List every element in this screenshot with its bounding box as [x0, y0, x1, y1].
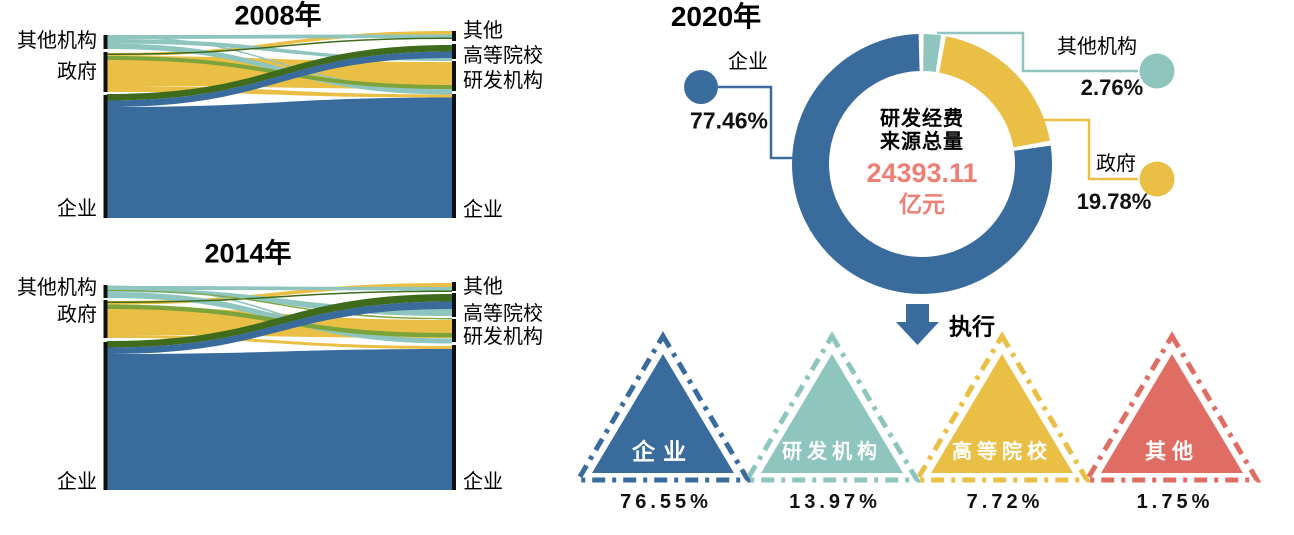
sankey-flow: [107, 97, 452, 218]
triangle-研发机构: [742, 331, 922, 483]
donut-center-line2: 来源总量: [880, 131, 964, 153]
sankey-node-bar: [452, 94, 456, 218]
triangle-university-label: 高等院校: [952, 441, 1052, 463]
triangle-university-pct: 7.72%: [966, 491, 1044, 513]
callout-other-org-pct: 2.76%: [1080, 75, 1144, 100]
sankey-flow: [107, 349, 452, 490]
sankey-node-bar: [103, 52, 108, 92]
down-arrow-icon: [896, 304, 939, 345]
triangle-dashed-outline: [912, 331, 1092, 483]
bullet-government: [1139, 161, 1175, 197]
sankey-flow: [107, 31, 452, 56]
triangle-高等院校: [912, 331, 1092, 483]
sankey-flow: [107, 290, 452, 303]
execution-triangles: [573, 331, 1262, 483]
sankey-node-bar: [103, 300, 108, 338]
bullet-other-org: [1139, 53, 1175, 89]
sankey-2008-right-other: 其他: [463, 20, 503, 42]
donut-center-unit: 亿元: [899, 191, 945, 217]
sankey-flow: [107, 45, 452, 101]
sankey-2008-title: 2008年: [234, 0, 322, 31]
sankey-node-bar: [452, 293, 456, 317]
sankey-2008-flows: [107, 31, 452, 218]
donut-callouts: [684, 31, 1175, 197]
triangle-enterprise-pct: 76.55%: [620, 491, 712, 513]
donut-center-text: 研发经费 来源总量 24393.11 亿元: [866, 106, 977, 216]
execute-arrow-label: 执行: [949, 313, 995, 340]
triangle-fill: [1101, 354, 1243, 473]
sankey-flow: [107, 301, 452, 354]
sankey-2008-right-rd-institute: 研发机构: [463, 70, 543, 92]
sankey-2008-right-enterprise: 企业: [463, 199, 503, 221]
sankey-node-bar: [452, 61, 456, 91]
sankey-flow: [107, 34, 452, 39]
donut-title: 2020年: [670, 1, 762, 32]
triangle-other-pct: 1.75%: [1136, 491, 1214, 513]
sankey-2014-left-government: 政府: [57, 304, 97, 326]
sankey-node-bars: [103, 31, 456, 490]
sankey-node-bar: [103, 342, 108, 490]
triangle-企业: [573, 331, 753, 483]
sankey-node-bar: [452, 282, 456, 291]
sankey-node-bar: [452, 31, 456, 41]
triangle-fill: [931, 354, 1073, 473]
bullet-enterprise: [684, 70, 718, 104]
sankey-flow: [107, 36, 452, 91]
triangle-rd-institute-pct: 13.97%: [789, 491, 881, 513]
sankey-2014-left-enterprise: 企业: [57, 471, 97, 493]
callout-government-pct: 19.78%: [1076, 189, 1152, 214]
sankey-2008-left-enterprise: 企业: [57, 198, 97, 220]
sankey-flow: [107, 290, 452, 320]
triangle-其他: [1082, 331, 1262, 483]
sankey-node-bar: [452, 319, 456, 342]
sankey-flow: [107, 294, 452, 348]
sankey-2008-right-university: 高等院校: [463, 45, 543, 67]
sankey-node-bar: [452, 44, 456, 59]
donut-center-line1: 研发经费: [880, 108, 964, 130]
leader-line-government: [1030, 118, 1138, 181]
donut-slice-其他机构: [922, 34, 942, 73]
callout-enterprise-pct: 77.46%: [689, 107, 769, 134]
sankey-2008-left-government: 政府: [57, 61, 97, 83]
triangle-rd-institute-label: 研发机构: [782, 441, 882, 463]
sankey-flow: [107, 39, 452, 61]
donut-slice-政府: [938, 36, 1050, 148]
triangle-dashed-outline: [742, 331, 922, 483]
callout-enterprise-label: 企业: [728, 51, 768, 73]
sankey-flow: [107, 285, 452, 343]
triangle-dashed-outline: [1082, 331, 1262, 483]
sankey-node-bar: [103, 35, 108, 49]
sankey-flow: [107, 286, 452, 291]
sankey-2014-left-other-org: 其他机构: [17, 277, 97, 299]
sankey-2014-right-enterprise: 企业: [463, 471, 503, 493]
donut-center-value: 24393.11: [866, 158, 978, 188]
triangle-fill: [592, 354, 734, 473]
sankey-flow: [107, 43, 452, 95]
donut-slice-企业: [792, 34, 1053, 294]
callout-government-label: 政府: [1096, 153, 1136, 175]
sankey-node-bar: [103, 285, 108, 298]
sankey-2014-right-university: 高等院校: [463, 303, 543, 325]
sankey-2014-right-rd-institute: 研发机构: [463, 326, 543, 348]
sankey-node-bar: [452, 345, 456, 490]
sankey-flow: [107, 51, 452, 107]
triangle-other-label: 其他: [1145, 440, 1199, 464]
sankey-2008-left-other-org: 其他机构: [17, 30, 97, 52]
callout-other-org-label: 其他机构: [1057, 36, 1137, 58]
sankey-2014-right-other: 其他: [463, 276, 503, 298]
leader-line-other-org: [937, 31, 1138, 73]
leader-line-enterprise: [718, 85, 797, 160]
sankey-2014-flows: [107, 283, 452, 490]
triangle-fill: [761, 354, 903, 473]
triangle-dashed-outline: [573, 331, 753, 483]
sankey-node-bar: [103, 95, 108, 218]
sankey-2014-title: 2014年: [204, 238, 292, 269]
donut-chart: [792, 34, 1053, 294]
triangle-enterprise-label: 企业: [632, 438, 694, 465]
sankey-flow: [107, 37, 452, 55]
